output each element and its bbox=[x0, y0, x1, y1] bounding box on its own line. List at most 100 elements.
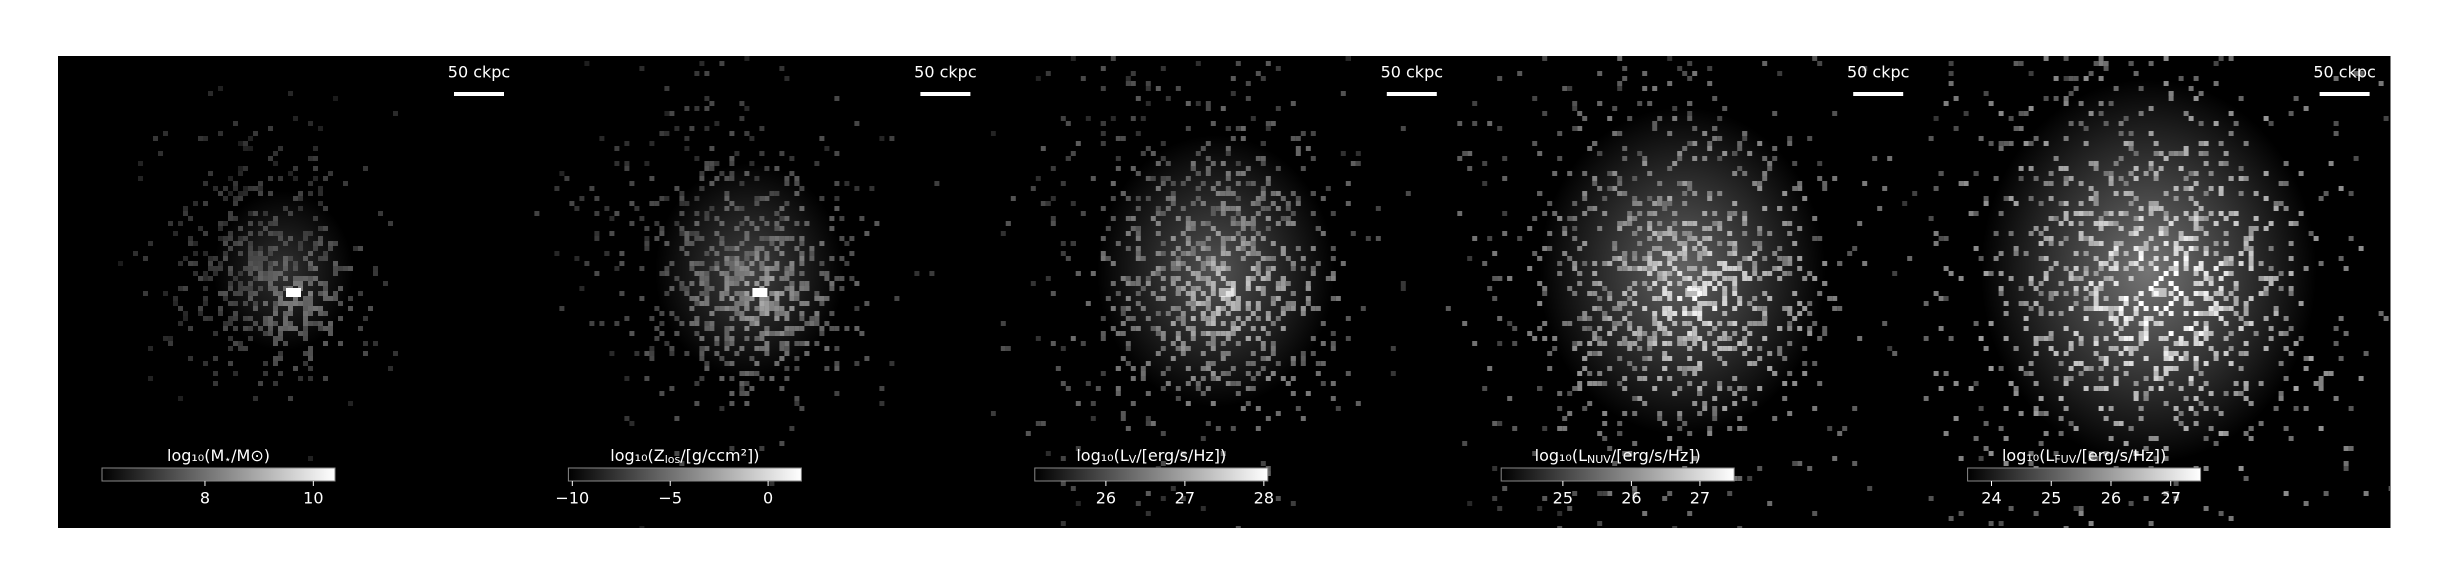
pixel bbox=[2228, 111, 2234, 116]
pixel bbox=[203, 276, 208, 281]
pixel bbox=[1275, 411, 1281, 416]
pixel bbox=[1140, 366, 1146, 371]
pixel bbox=[1215, 331, 1221, 336]
pixel bbox=[2093, 256, 2099, 261]
pixel bbox=[2048, 346, 2054, 351]
pixel bbox=[1742, 131, 1748, 136]
pixel bbox=[1125, 426, 1131, 431]
pixel bbox=[288, 256, 293, 261]
pixel bbox=[1592, 261, 1598, 266]
pixel bbox=[1884, 536, 1889, 541]
pixel bbox=[2233, 381, 2239, 386]
pixel bbox=[2058, 396, 2064, 401]
pixel bbox=[258, 221, 263, 226]
pixel bbox=[2183, 396, 2189, 401]
pixel bbox=[1977, 41, 1982, 46]
pixel bbox=[1225, 381, 1231, 386]
pixel bbox=[1857, 336, 1863, 341]
pixel bbox=[1627, 451, 1633, 456]
pixel bbox=[1125, 316, 1131, 321]
pixel bbox=[1497, 506, 1503, 511]
pixel bbox=[724, 361, 730, 366]
pixel bbox=[2338, 256, 2344, 261]
pixel bbox=[1577, 111, 1583, 116]
pixel bbox=[1597, 341, 1603, 346]
pixel bbox=[709, 206, 715, 211]
pixel bbox=[1175, 331, 1181, 336]
pixel bbox=[1295, 136, 1301, 141]
pixel bbox=[1637, 396, 1643, 401]
pixel bbox=[1767, 366, 1773, 371]
pixel bbox=[1165, 161, 1171, 166]
pixel bbox=[2283, 491, 2289, 496]
pixel bbox=[2178, 151, 2184, 156]
pixel bbox=[308, 261, 313, 266]
pixel bbox=[1270, 256, 1276, 261]
pixel bbox=[2288, 351, 2294, 356]
pixel bbox=[1677, 151, 1683, 156]
pixel bbox=[2128, 231, 2134, 236]
pixel bbox=[2083, 126, 2089, 131]
pixel bbox=[1852, 246, 1858, 251]
pixel bbox=[1767, 271, 1773, 276]
pixel bbox=[1140, 116, 1146, 121]
pixel bbox=[293, 276, 298, 281]
pixel bbox=[2153, 306, 2159, 311]
pixel bbox=[2148, 261, 2154, 266]
pixel bbox=[1205, 316, 1211, 321]
pixel bbox=[298, 331, 303, 336]
pixel bbox=[248, 146, 253, 151]
pixel bbox=[2033, 381, 2039, 386]
pixel bbox=[2098, 406, 2104, 411]
pixel bbox=[233, 186, 238, 191]
pixel bbox=[2308, 356, 2314, 361]
pixel bbox=[774, 296, 780, 301]
pixel bbox=[268, 271, 273, 276]
pixel bbox=[233, 196, 238, 201]
label-base: log₁₀(L bbox=[1535, 446, 1587, 465]
pixel bbox=[829, 286, 835, 291]
pixel bbox=[1155, 266, 1161, 271]
pixel bbox=[2118, 306, 2124, 311]
pixel bbox=[1190, 316, 1196, 321]
pixel bbox=[759, 331, 765, 336]
pixel bbox=[804, 321, 810, 326]
pixel bbox=[2053, 156, 2059, 161]
pixel bbox=[1185, 126, 1191, 131]
pixel bbox=[1953, 416, 1959, 421]
pixel bbox=[2274, 41, 2279, 46]
pixel bbox=[1632, 251, 1638, 256]
pixel bbox=[248, 291, 253, 296]
pixel bbox=[1532, 96, 1538, 101]
pixel bbox=[1637, 101, 1643, 106]
pixel bbox=[1110, 281, 1116, 286]
pixel bbox=[2278, 391, 2284, 396]
pixel bbox=[188, 326, 193, 331]
pixel bbox=[2263, 286, 2269, 291]
pixel bbox=[1727, 241, 1733, 246]
pixel bbox=[1964, 41, 1969, 46]
pixel bbox=[223, 256, 228, 261]
pixel bbox=[1250, 376, 1256, 381]
pixel bbox=[2379, 31, 2384, 36]
pixel bbox=[293, 366, 298, 371]
pixel bbox=[1115, 291, 1121, 296]
pixel bbox=[1255, 196, 1261, 201]
pixel bbox=[644, 241, 650, 246]
pixel bbox=[649, 176, 655, 181]
pixel bbox=[1787, 231, 1793, 236]
pixel bbox=[1597, 186, 1603, 191]
pixel bbox=[2108, 266, 2114, 271]
pixel bbox=[2118, 311, 2124, 316]
pixel bbox=[1250, 386, 1256, 391]
pixel bbox=[1597, 151, 1603, 156]
pixel bbox=[1310, 351, 1316, 356]
pixel bbox=[2123, 321, 2129, 326]
pixel bbox=[1712, 271, 1718, 276]
pixel bbox=[1757, 141, 1763, 146]
pixel bbox=[318, 306, 323, 311]
pixel bbox=[233, 326, 238, 331]
pixel bbox=[739, 276, 745, 281]
pixel bbox=[2193, 331, 2199, 336]
pixel bbox=[1787, 31, 1792, 36]
